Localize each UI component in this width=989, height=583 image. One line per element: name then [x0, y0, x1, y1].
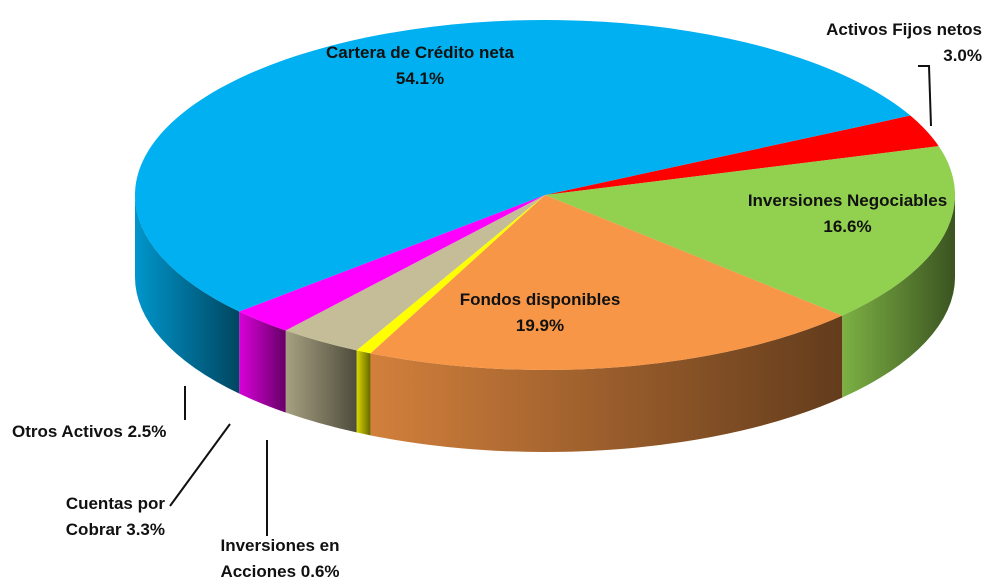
leader-line — [918, 65, 932, 127]
value-label: 19.9% — [515, 316, 565, 335]
leader-lines — [169, 65, 932, 536]
slice — [370, 195, 843, 370]
slice-side-shade — [239, 311, 286, 413]
value-label: 3.3% — [126, 520, 165, 539]
slice-label: Inversiones Negociables 16.6% — [745, 188, 950, 240]
category-label: Inversiones en Acciones — [220, 536, 340, 581]
slice-label: Cuentas por Cobrar 3.3% — [10, 491, 165, 543]
slice-label: Activos Fijos netos 3.0% — [790, 17, 982, 69]
slice-side-shade — [135, 195, 240, 394]
category-label: Inversiones Negociables — [747, 191, 948, 210]
leader-line — [169, 423, 231, 507]
category-label: Otros Activos — [12, 422, 123, 441]
slice-side-shade — [370, 315, 843, 452]
slice-label: Fondos disponibles 19.9% — [440, 287, 640, 339]
category-label: Cuentas por Cobrar — [65, 494, 165, 539]
slice — [545, 146, 956, 316]
slice-label: Cartera de Crédito neta 54.1% — [320, 40, 520, 92]
slice — [285, 195, 545, 351]
slice-side-shade — [285, 330, 357, 433]
slice — [545, 115, 939, 195]
value-label: 54.1% — [395, 69, 445, 88]
value-label: 16.6% — [823, 217, 872, 236]
slice — [135, 20, 911, 312]
category-label: Fondos disponibles — [459, 290, 621, 309]
value-label: 2.5% — [127, 422, 167, 441]
category-label: Cartera de Crédito neta — [326, 43, 514, 62]
value-label: 3.0% — [943, 46, 982, 65]
value-label: 0.6% — [300, 562, 340, 581]
slice-side-shade — [842, 195, 955, 398]
pie-tops — [135, 20, 956, 370]
pie-sides — [135, 195, 955, 452]
category-label: Activos Fijos netos — [826, 20, 982, 39]
slice — [239, 195, 545, 331]
slice — [356, 195, 545, 354]
slice-label: Inversiones en Acciones 0.6% — [195, 533, 365, 583]
slice-side-shade — [356, 350, 371, 436]
slice-label: Otros Activos 2.5% — [12, 419, 212, 445]
